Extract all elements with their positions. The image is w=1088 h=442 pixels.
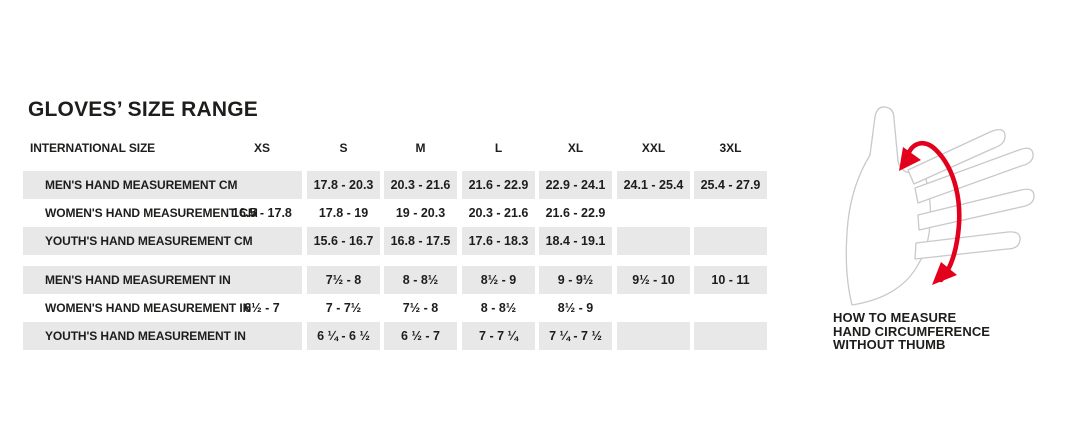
size-cell-3xl	[694, 227, 767, 255]
size-cell-l: 8 - 8½	[480, 301, 517, 315]
size-cell-3xl	[694, 199, 767, 227]
size-cell-l: 21.6 - 22.9	[462, 171, 535, 199]
middle-finger-outline	[914, 147, 1034, 204]
row-label-cell: WOMEN'S HAND MEASUREMENT CM	[23, 199, 302, 227]
palm-thumb-outline	[845, 106, 932, 306]
size-cell-xl: 22.9 - 24.1	[539, 171, 612, 199]
size-cell-s: 17.8 - 19	[318, 206, 369, 220]
size-cell-xxl: 24.1 - 25.4	[617, 171, 690, 199]
size-cell-xxl	[617, 227, 690, 255]
size-cell-s: 7 - 7½	[325, 301, 362, 315]
row-label: YOUTH'S HAND MEASUREMENT IN	[45, 329, 246, 343]
size-cell-l: 8½ - 9	[462, 266, 535, 294]
size-cell-xs: 16.5 - 17.8	[232, 206, 292, 220]
measure-arrow-curve	[903, 140, 962, 283]
table-row-mens-cm: MEN'S HAND MEASUREMENT CM 17.8 - 20.3 20…	[23, 171, 767, 199]
table-row-womens-in: WOMEN'S HAND MEASUREMENT IN 6½ - 7 7 - 7…	[23, 294, 767, 322]
hand-measure-illustration	[818, 93, 1058, 315]
size-cell-m: 7½ - 8	[402, 301, 439, 315]
row-label-cell: WOMEN'S HAND MEASUREMENT IN	[23, 294, 302, 322]
row-label: MEN'S HAND MEASUREMENT IN	[45, 273, 231, 287]
size-cell-xs	[219, 266, 305, 294]
caption-line-3: WITHOUT THUMB	[833, 337, 946, 352]
hand-outline-drawing	[845, 106, 1035, 306]
row-label-cell: MEN'S HAND MEASUREMENT IN	[23, 266, 302, 294]
size-cell-3xl	[694, 322, 767, 350]
table-row-womens-cm: WOMEN'S HAND MEASUREMENT CM 16.5 - 17.8 …	[23, 199, 767, 227]
size-cell-xl: 7 ¼ - 7 ½	[539, 322, 612, 350]
size-header-xxl: XXL	[641, 141, 666, 155]
size-cell-3xl	[694, 294, 767, 322]
size-header-xl: XL	[567, 141, 584, 155]
size-cell-m: 6 ½ - 7	[384, 322, 457, 350]
size-cell-xs	[219, 227, 305, 255]
size-header-3xl: 3XL	[719, 141, 742, 155]
measure-arrow-head-top	[899, 147, 921, 171]
measure-caption: HOW TO MEASURE HAND CIRCUMFERENCE WITHOU…	[833, 311, 990, 352]
measure-arrow-head-bottom	[932, 262, 957, 285]
size-cell-s: 15.6 - 16.7	[307, 227, 380, 255]
table-header-row: INTERNATIONAL SIZE XS S M L XL XXL 3XL	[23, 140, 767, 157]
size-cell-3xl: 25.4 - 27.9	[694, 171, 767, 199]
size-header-m: M	[415, 141, 426, 155]
size-cell-xs	[219, 171, 305, 199]
size-cell-m: 8 - 8½	[384, 266, 457, 294]
size-cell-xl: 8½ - 9	[557, 301, 594, 315]
size-cell-m: 19 - 20.3	[395, 206, 446, 220]
size-header-xs: XS	[253, 141, 270, 155]
index-finger-outline	[907, 128, 1006, 185]
table-row-youths-cm: YOUTH'S HAND MEASUREMENT CM 15.6 - 16.7 …	[23, 227, 767, 255]
row-label-cell: YOUTH'S HAND MEASUREMENT CM	[23, 227, 302, 255]
size-cell-xl: 9 - 9½	[539, 266, 612, 294]
pinky-finger-outline	[914, 231, 1021, 260]
row-label: YOUTH'S HAND MEASUREMENT CM	[45, 234, 253, 248]
size-cell-s: 6 ¼ - 6 ½	[307, 322, 380, 350]
size-header-s: S	[339, 141, 348, 155]
size-cell-3xl: 10 - 11	[694, 266, 767, 294]
ring-finger-outline	[917, 188, 1035, 231]
row-label-cell: YOUTH'S HAND MEASUREMENT IN	[23, 322, 302, 350]
size-cell-s: 17.8 - 20.3	[307, 171, 380, 199]
size-cell-xxl	[617, 322, 690, 350]
size-cell-m: 16.8 - 17.5	[384, 227, 457, 255]
size-cell-xxl: 9½ - 10	[617, 266, 690, 294]
size-cell-s: 7½ - 8	[307, 266, 380, 294]
size-cell-m: 20.3 - 21.6	[384, 171, 457, 199]
size-cell-xs	[219, 322, 305, 350]
row-label-cell: MEN'S HAND MEASUREMENT CM	[23, 171, 302, 199]
table-row-mens-in: MEN'S HAND MEASUREMENT IN 7½ - 8 8 - 8½ …	[23, 266, 767, 294]
size-header-l: L	[494, 141, 503, 155]
row-label: WOMEN'S HAND MEASUREMENT CM	[45, 206, 258, 220]
row-label: WOMEN'S HAND MEASUREMENT IN	[45, 301, 252, 315]
international-size-label: INTERNATIONAL SIZE	[30, 141, 156, 155]
size-cell-xxl	[617, 199, 690, 227]
size-cell-xl: 21.6 - 22.9	[545, 206, 606, 220]
page-title: GLOVES’ SIZE RANGE	[28, 98, 258, 121]
caption-line-2: HAND CIRCUMFERENCE	[833, 323, 991, 339]
row-label: MEN'S HAND MEASUREMENT CM	[45, 178, 238, 192]
size-cell-l: 20.3 - 21.6	[468, 206, 529, 220]
size-cell-xl: 18.4 - 19.1	[539, 227, 612, 255]
size-cell-xs: 6½ - 7	[244, 301, 280, 315]
table-row-youths-in: YOUTH'S HAND MEASUREMENT IN 6 ¼ - 6 ½ 6 …	[23, 322, 767, 350]
size-cell-l: 17.6 - 18.3	[462, 227, 535, 255]
size-cell-xxl	[617, 294, 690, 322]
size-cell-l: 7 - 7 ¼	[462, 322, 535, 350]
caption-line-1: HOW TO MEASURE	[833, 310, 957, 325]
